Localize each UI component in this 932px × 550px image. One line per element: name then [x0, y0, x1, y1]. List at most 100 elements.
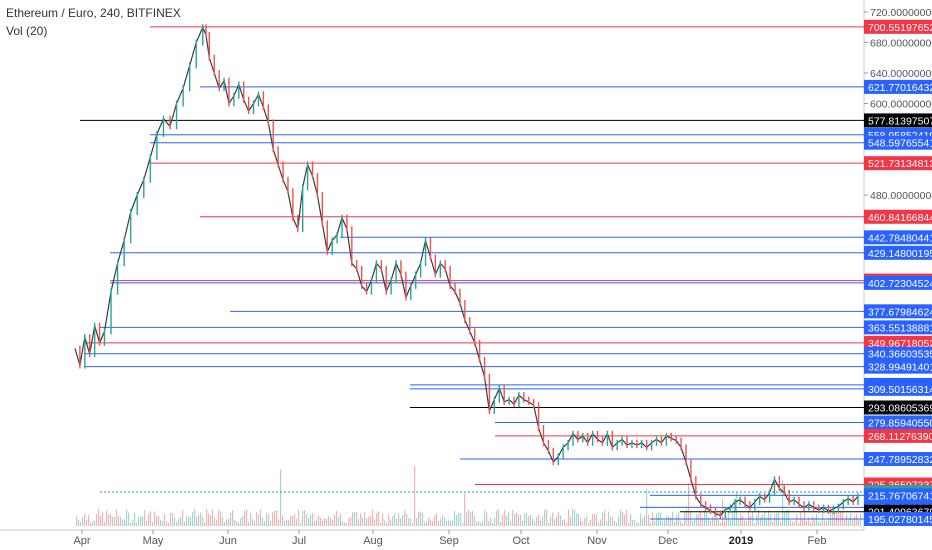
level-label-box: [864, 19, 932, 34]
x-tick-label: Jul: [292, 535, 306, 547]
volume-bar: [616, 522, 618, 526]
volume-bar: [312, 513, 314, 526]
volume-bar: [798, 522, 800, 526]
volume-bar: [856, 513, 858, 526]
x-tick-label: Jun: [219, 535, 237, 547]
volume-bar: [286, 519, 288, 526]
volume-bar: [386, 522, 388, 526]
volume-bar: [576, 513, 578, 526]
volume-bar: [704, 510, 706, 526]
volume-bar: [382, 513, 384, 526]
volume-bar: [574, 510, 576, 526]
volume-bar: [808, 517, 810, 526]
volume-bar: [304, 510, 306, 526]
volume-bar: [524, 513, 526, 526]
volume-bar: [200, 512, 202, 526]
volume-bar: [498, 509, 500, 526]
volume-bar: [170, 512, 172, 526]
x-tick-label: Apr: [73, 535, 90, 547]
level-label: 460.84166844: [868, 212, 932, 224]
y-tick-label: 480.00000000: [870, 190, 932, 202]
volume-bar: [362, 517, 364, 526]
volume-bar: [818, 521, 820, 526]
volume-bar: [166, 521, 168, 526]
volume-bar: [300, 522, 302, 526]
volume-bar: [738, 518, 740, 526]
level-label-box: [864, 335, 932, 350]
volume-bar: [150, 511, 152, 526]
volume-bar: [570, 516, 572, 526]
volume-bar: [460, 512, 462, 526]
level-label-box: [864, 381, 932, 396]
volume-bar: [668, 516, 670, 526]
level-label: 309.50156314: [868, 384, 932, 396]
volume-bar: [214, 517, 216, 526]
volume-bar: [92, 521, 94, 526]
level-label-box: [864, 451, 932, 466]
volume-bar: [598, 522, 600, 526]
volume-bar: [612, 517, 614, 526]
volume-bar: [258, 514, 260, 526]
volume-bar: [228, 518, 230, 526]
level-label: 402.72304524: [868, 278, 932, 290]
volume-bar: [240, 518, 242, 526]
volume-bar: [830, 509, 832, 526]
x-tick-label: Aug: [363, 535, 383, 547]
volume-bar: [280, 469, 282, 526]
volume-bar: [608, 511, 610, 526]
volume-bar: [288, 519, 290, 526]
volume-bar: [446, 520, 448, 526]
volume-bar: [486, 512, 488, 526]
volume-bar: [606, 521, 608, 526]
volume-bar: [86, 519, 88, 526]
volume-bar: [168, 522, 170, 526]
volume-bar: [396, 518, 398, 526]
volume-bar: [630, 514, 632, 526]
volume-bar: [124, 519, 126, 526]
level-label-box: [864, 428, 932, 443]
volume-bar: [580, 518, 582, 526]
volume-bar: [368, 516, 370, 526]
volume-bar: [410, 518, 412, 526]
volume-bar: [802, 519, 804, 526]
level-label-box: [864, 79, 932, 94]
volume-bar: [812, 515, 814, 526]
volume-bar: [756, 514, 758, 526]
level-label-box: [864, 488, 932, 503]
level-label-box: [864, 113, 932, 128]
volume-bar: [336, 510, 338, 526]
volume-bar: [846, 514, 848, 526]
volume-bar: [620, 509, 622, 526]
volume-bar: [644, 515, 646, 526]
volume-bar: [398, 513, 400, 526]
volume-bar: [94, 520, 96, 526]
volume-bar: [768, 510, 770, 526]
volume-bar: [122, 519, 124, 526]
volume-bar: [480, 522, 482, 526]
volume-bar: [380, 522, 382, 526]
volume-bar: [454, 510, 456, 526]
volume-indicator-label[interactable]: Vol (20): [6, 24, 48, 38]
volume-bar: [532, 518, 534, 526]
level-label: 429.14800195: [868, 248, 932, 260]
volume-bar: [632, 519, 634, 526]
volume-bar: [642, 517, 644, 526]
volume-bar: [452, 520, 454, 526]
volume-bar: [110, 513, 112, 526]
volume-bar: [548, 522, 550, 526]
volume-bar: [814, 519, 816, 526]
volume-bar: [230, 512, 232, 526]
volume-bar: [324, 518, 326, 526]
volume-bar: [526, 513, 528, 526]
volume-bar: [404, 510, 406, 526]
volume-bar: [510, 521, 512, 526]
volume-bar: [428, 517, 430, 526]
volume-bar: [554, 518, 556, 526]
volume-bar: [426, 521, 428, 526]
volume-bar: [436, 513, 438, 526]
volume-bar: [578, 513, 580, 526]
volume-bar: [538, 514, 540, 526]
volume-bar: [674, 522, 676, 526]
volume-bar: [770, 514, 772, 526]
